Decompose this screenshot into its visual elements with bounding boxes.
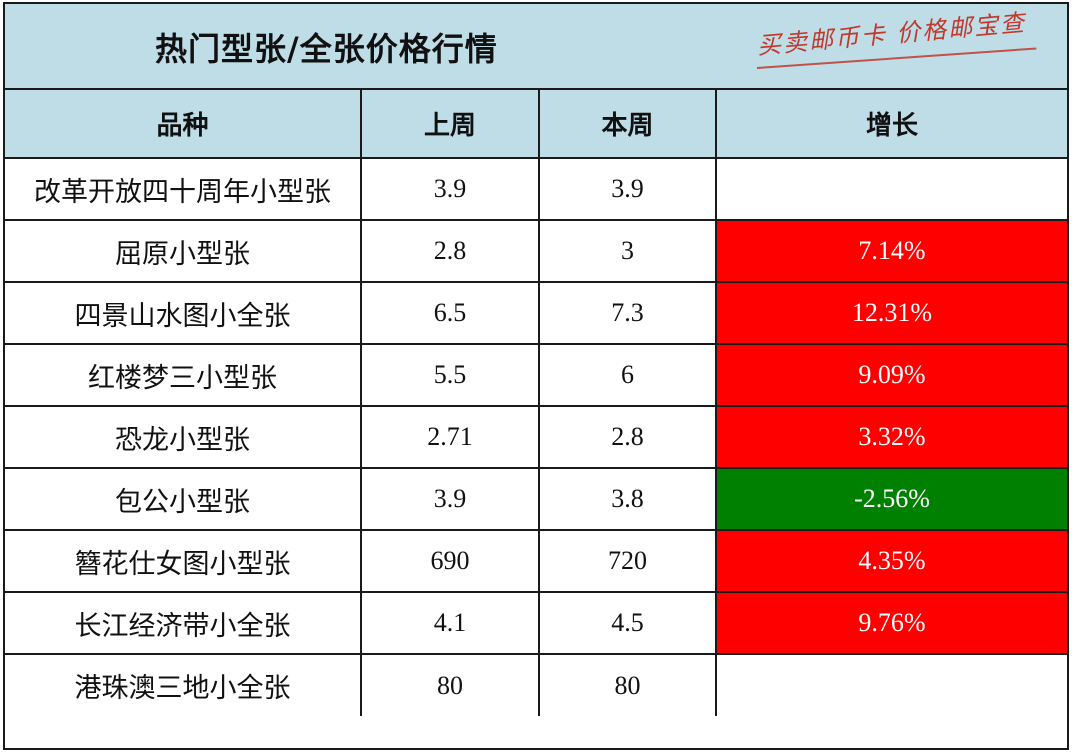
variety-cell: 港珠澳三地小全张: [5, 653, 362, 716]
variety-cell: 恐龙小型张: [5, 405, 362, 469]
price-sheet: 热门型张/全张价格行情 买卖邮币卡 价格邮宝查 品种 上周 本周 增长 改革开放…: [3, 2, 1069, 750]
this-week-cell: 3: [538, 219, 717, 283]
this-week-cell: 720: [538, 529, 717, 593]
variety-cell: 红楼梦三小型张: [5, 343, 362, 407]
title-bar: 热门型张/全张价格行情 买卖邮币卡 价格邮宝查: [5, 4, 1067, 90]
last-week-cell: 6.5: [360, 281, 540, 345]
table-row: 改革开放四十周年小型张 3.9 3.9: [5, 157, 1067, 221]
column-header-last-week: 上周: [360, 90, 540, 159]
this-week-cell: 2.8: [538, 405, 717, 469]
growth-cell: 7.14%: [715, 219, 1067, 283]
this-week-cell: 80: [538, 653, 717, 716]
last-week-cell: 5.5: [360, 343, 540, 407]
variety-cell: 簪花仕女图小型张: [5, 529, 362, 593]
last-week-cell: 2.8: [360, 219, 540, 283]
growth-cell: -2.56%: [715, 467, 1067, 531]
column-header-variety: 品种: [5, 90, 362, 159]
table-row: 港珠澳三地小全张 80 80: [5, 653, 1067, 716]
price-table: 品种 上周 本周 增长 改革开放四十周年小型张 3.9 3.9 屈原小型张 2.…: [5, 90, 1067, 716]
table-row: 簪花仕女图小型张 690 720 4.35%: [5, 529, 1067, 593]
header-row: 品种 上周 本周 增长: [5, 90, 1067, 159]
this-week-cell: 3.8: [538, 467, 717, 531]
variety-cell: 改革开放四十周年小型张: [5, 157, 362, 221]
growth-cell: 12.31%: [715, 281, 1067, 345]
this-week-cell: 3.9: [538, 157, 717, 221]
variety-cell: 包公小型张: [5, 467, 362, 531]
this-week-cell: 6: [538, 343, 717, 407]
table-row: 四景山水图小全张 6.5 7.3 12.31%: [5, 281, 1067, 345]
last-week-cell: 4.1: [360, 591, 540, 655]
table-row: 长江经济带小全张 4.1 4.5 9.76%: [5, 591, 1067, 655]
growth-cell: 9.09%: [715, 343, 1067, 407]
this-week-cell: 4.5: [538, 591, 717, 655]
column-header-this-week: 本周: [538, 90, 717, 159]
growth-cell: [715, 157, 1067, 221]
growth-cell: 9.76%: [715, 591, 1067, 655]
last-week-cell: 690: [360, 529, 540, 593]
last-week-cell: 3.9: [360, 157, 540, 221]
table-row: 屈原小型张 2.8 3 7.14%: [5, 219, 1067, 283]
growth-cell: 3.32%: [715, 405, 1067, 469]
variety-cell: 屈原小型张: [5, 219, 362, 283]
growth-cell: [715, 653, 1067, 716]
page-title: 热门型张/全张价格行情: [155, 30, 498, 68]
variety-cell: 长江经济带小全张: [5, 591, 362, 655]
table-row: 红楼梦三小型张 5.5 6 9.09%: [5, 343, 1067, 407]
table-row: 恐龙小型张 2.71 2.8 3.32%: [5, 405, 1067, 469]
last-week-cell: 80: [360, 653, 540, 716]
last-week-cell: 3.9: [360, 467, 540, 531]
variety-cell: 四景山水图小全张: [5, 281, 362, 345]
column-header-growth: 增长: [715, 90, 1067, 159]
table-row: 包公小型张 3.9 3.8 -2.56%: [5, 467, 1067, 531]
last-week-cell: 2.71: [360, 405, 540, 469]
this-week-cell: 7.3: [538, 281, 717, 345]
growth-cell: 4.35%: [715, 529, 1067, 593]
